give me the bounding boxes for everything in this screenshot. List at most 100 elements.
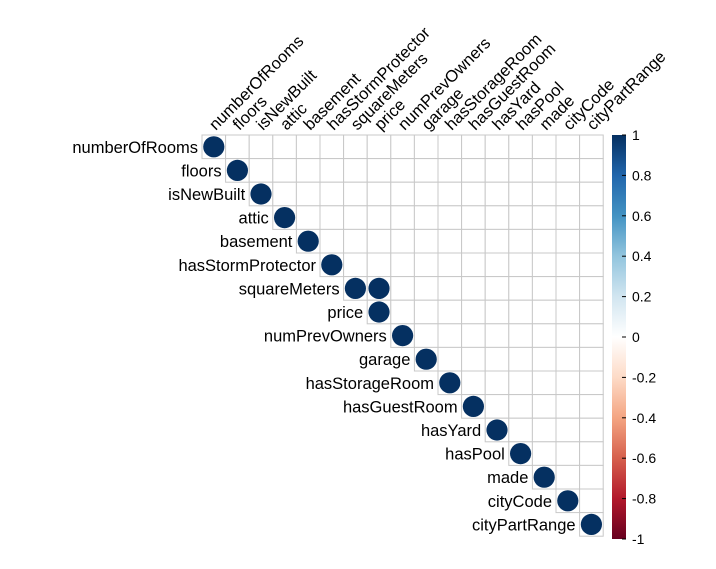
grid-cell — [531, 228, 557, 254]
grid-cell — [484, 299, 510, 325]
column-labels: numberOfRoomsfloorsisNewBuiltatticbaseme… — [206, 23, 670, 133]
grid-cell — [461, 228, 486, 254]
grid-cell — [366, 158, 392, 183]
row-label-has-storm-protector: hasStormProtector — [178, 257, 316, 275]
grid-cell — [272, 134, 297, 160]
grid-cell — [437, 228, 463, 254]
grid-cell — [461, 158, 486, 183]
grid-cell — [461, 323, 486, 348]
grid-cell — [555, 158, 581, 183]
grid-cell — [531, 417, 557, 443]
corr-circle-has-storage-room-has-storage-room — [439, 372, 461, 394]
grid-cell — [508, 134, 533, 160]
row-label-made: made — [487, 469, 528, 487]
row-label-has-storage-room: hasStorageRoom — [306, 375, 434, 393]
grid-cell — [437, 205, 463, 230]
grid-cell — [461, 299, 486, 325]
corr-circle-city-part-range-city-part-range — [580, 513, 603, 536]
grid-cell — [531, 276, 557, 301]
row-label-square-meters: squareMeters — [239, 280, 340, 298]
grid-cell — [295, 205, 321, 230]
grid-cell — [413, 299, 439, 325]
grid-cell — [461, 134, 486, 160]
grid-cell — [555, 346, 581, 372]
grid-cell — [272, 181, 297, 207]
grid-cell — [579, 417, 604, 443]
grid-cell — [390, 228, 415, 254]
grid-cell — [508, 346, 533, 372]
row-label-attic: attic — [239, 210, 269, 228]
grid-cell — [319, 205, 345, 230]
row-label-has-yard: hasYard — [421, 422, 481, 440]
grid-cell — [484, 252, 510, 278]
grid-cell — [461, 205, 486, 230]
grid-cell — [343, 205, 368, 230]
corr-circle-basement-basement — [297, 230, 319, 252]
grid-cell — [531, 323, 557, 348]
corr-circle-number-of-rooms-number-of-rooms — [203, 136, 225, 158]
grid-cell — [579, 346, 604, 372]
grid-cell — [531, 158, 557, 183]
grid-cell — [555, 323, 581, 348]
grid-cell — [413, 181, 439, 207]
color-bar — [612, 135, 626, 539]
grid-cell — [366, 252, 392, 278]
grid-cell — [413, 158, 439, 183]
color-bar-tick-label: -0.2 — [632, 369, 656, 385]
grid-cell — [484, 205, 510, 230]
grid-cell — [248, 134, 274, 160]
corr-circle-price-price — [368, 301, 390, 323]
grid-cell — [555, 441, 581, 466]
grid-cell — [319, 158, 345, 183]
grid-cell — [579, 252, 604, 278]
grid-cell — [390, 252, 415, 278]
corr-circle-square-meters-square-meters — [344, 277, 366, 299]
grid-cell — [390, 205, 415, 230]
grid-cell — [461, 181, 486, 207]
grid-cell — [319, 134, 345, 160]
grid-cell — [555, 299, 581, 325]
grid-cell — [248, 158, 274, 183]
grid-cell — [484, 228, 510, 254]
corr-circle-square-meters-price — [368, 277, 390, 299]
grid-cell — [508, 228, 533, 254]
grid-cell — [437, 323, 463, 348]
grid-cell — [508, 181, 533, 207]
grid-cell — [579, 394, 604, 419]
corr-circle-garage-garage — [415, 348, 437, 370]
grid-cell — [579, 370, 604, 396]
corr-circle-has-yard-has-yard — [486, 419, 508, 441]
grid-cell — [508, 370, 533, 396]
grid-cell — [555, 394, 581, 419]
grid-cell — [343, 134, 368, 160]
row-label-city-part-range: cityPartRange — [472, 516, 576, 534]
grid-cell — [461, 252, 486, 278]
grid-cell — [484, 323, 510, 348]
color-bar-tick-label: -0.8 — [632, 491, 656, 507]
corr-circle-floors-floors — [226, 159, 248, 181]
grid-cell — [579, 134, 604, 160]
row-label-price: price — [327, 304, 363, 322]
corr-circle-is-new-built-is-new-built — [250, 183, 272, 205]
color-bar-tick-label: 0 — [632, 329, 640, 345]
grid-cell — [366, 205, 392, 230]
grid-cell — [413, 252, 439, 278]
grid-cell — [555, 276, 581, 301]
color-legend: 1 0.8 0.6 0.4 0.2 0 -0.2 -0.4 -0.6 -0.8 -1 — [612, 127, 656, 547]
grid-cell — [531, 370, 557, 396]
grid-cell — [579, 181, 604, 207]
grid-cell — [390, 158, 415, 183]
grid-cell — [461, 346, 486, 372]
grid-cell — [437, 252, 463, 278]
grid-cell — [508, 299, 533, 325]
grid — [201, 134, 604, 537]
color-bar-tick-label: 0.6 — [632, 208, 652, 224]
color-bar-tick-label: -0.6 — [632, 450, 656, 466]
corr-circle-has-pool-has-pool — [509, 443, 532, 465]
grid-cell — [508, 417, 533, 443]
grid-cell — [461, 370, 486, 396]
corr-circle-has-guest-room-has-guest-room — [462, 395, 484, 417]
grid-cell — [531, 299, 557, 325]
row-label-has-pool: hasPool — [445, 446, 505, 464]
